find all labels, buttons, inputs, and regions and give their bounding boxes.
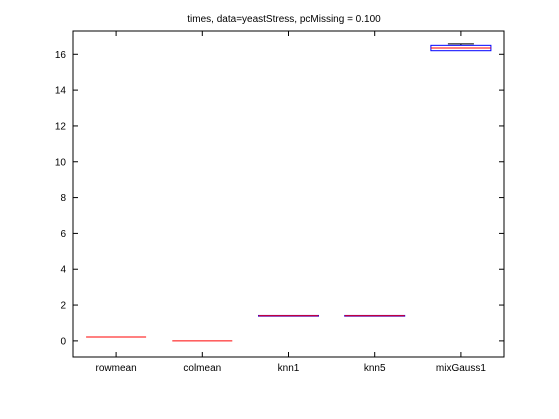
y-tick-label: 12 — [55, 121, 67, 132]
y-tick-label: 10 — [55, 157, 67, 168]
x-tick-label: colmean — [183, 363, 221, 374]
y-tick-label: 4 — [60, 265, 66, 276]
x-tick-label: mixGauss1 — [436, 363, 486, 374]
box-knn1 — [258, 314, 319, 317]
axes: 0 2 4 6 8 10 12 14 16 rowmean colmean knn1 knn5 mixGa… — [55, 30, 505, 374]
y-tick-label: 6 — [60, 229, 66, 240]
x-tick-label: rowmean — [96, 363, 137, 374]
y-tick-label: 14 — [55, 86, 67, 97]
box-knn5 — [344, 314, 406, 317]
x-tick-label: knn1 — [278, 363, 300, 374]
y-tick-label: 16 — [55, 50, 67, 61]
plot-area — [86, 43, 492, 342]
chart-title: times, data=yeastStress, pcMissing = 0.1… — [187, 14, 381, 25]
y-tick-label: 8 — [60, 193, 66, 204]
y-tick-label: 2 — [60, 301, 66, 312]
box-mixGauss1 — [430, 43, 492, 52]
y-tick-label: 0 — [60, 336, 66, 347]
x-tick-label: knn5 — [364, 363, 386, 374]
plot-frame — [72, 30, 505, 358]
